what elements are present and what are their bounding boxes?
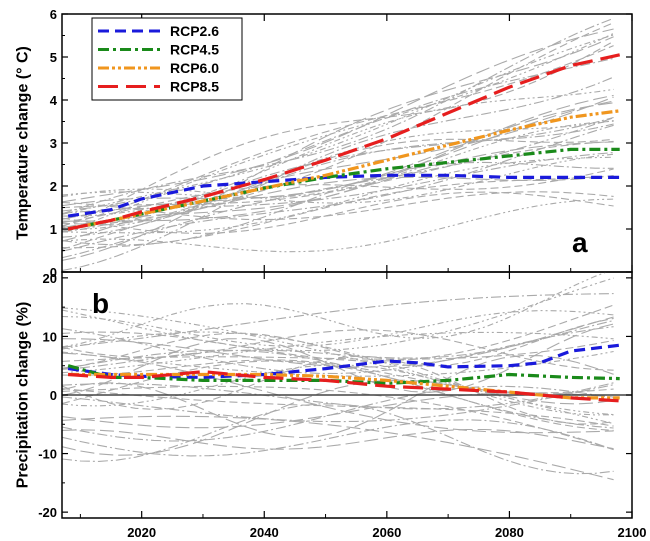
y-tick-label: 1 <box>50 222 57 237</box>
ensemble-line <box>62 385 614 442</box>
ensemble-line <box>62 387 614 427</box>
y-tick-label: 2 <box>50 179 57 194</box>
y-tick-label: -10 <box>38 447 57 462</box>
y-tick-label: 10 <box>43 329 57 344</box>
y-tick-label: 3 <box>50 136 57 151</box>
y-tick-label: 0 <box>50 388 57 403</box>
panel-b-precipitation: -20 -10 0 10 20 2020 2040 2060 2080 2100 Precipi… <box>15 271 647 540</box>
y-tick-label: 0 <box>50 265 57 280</box>
ensemble-line <box>62 403 614 475</box>
y-tick-label: 4 <box>50 93 58 108</box>
ensemble-line <box>62 339 614 362</box>
model-ensemble-lines-precipitation <box>62 272 614 481</box>
series-group-precipitation <box>67 343 620 403</box>
y-tick-label: 5 <box>50 50 57 65</box>
ensemble-line <box>62 326 614 375</box>
ensemble-line <box>62 323 614 396</box>
legend-label: RCP2.6 <box>170 23 219 39</box>
ensemble-line <box>62 117 614 259</box>
ensemble-line <box>62 191 614 221</box>
ensemble-line <box>62 198 614 253</box>
legend-label: RCP6.0 <box>170 60 219 76</box>
ensemble-line <box>62 120 614 231</box>
ensemble-line <box>62 415 614 481</box>
y-tick-label: 6 <box>50 7 57 22</box>
ensemble-line <box>62 156 614 234</box>
y-axis-precipitation: -20 -10 0 10 20 <box>38 271 632 520</box>
x-tick-label: 2040 <box>250 525 279 540</box>
series-line-rcp4-5 <box>67 147 620 231</box>
ensemble-line <box>62 379 614 456</box>
ensemble-line <box>62 385 614 451</box>
series-line-rcp2-6 <box>67 173 620 218</box>
x-tick-label: 2080 <box>495 525 524 540</box>
ensemble-line <box>62 138 614 225</box>
ensemble-line <box>62 392 614 429</box>
legend: RCP2.6 RCP4.5 RCP6.0 RCP8.5 <box>91 17 243 101</box>
ensemble-line <box>62 364 614 416</box>
ensemble-line <box>62 419 614 457</box>
y-axis-title-temperature: Temperature change (° C) <box>15 46 32 240</box>
y-tick-label: -20 <box>38 505 57 520</box>
x-tick-label: 2100 <box>618 525 647 540</box>
ensemble-line <box>62 428 614 450</box>
ensemble-line <box>62 40 614 228</box>
ensemble-line <box>62 102 614 207</box>
x-axis: 2020 2040 2060 2080 2100 <box>79 272 647 540</box>
series-line-rcp8-5 <box>67 370 620 403</box>
y-tick-label: 20 <box>43 271 57 286</box>
ensemble-line <box>62 293 614 348</box>
ensemble-line <box>62 307 614 425</box>
ensemble-line <box>62 310 614 347</box>
series-line-rcp8-5 <box>67 53 621 231</box>
ensemble-line <box>62 191 614 234</box>
panel-label-a: a <box>572 227 588 258</box>
series-group-temperature <box>67 53 621 231</box>
ensemble-line <box>62 175 614 249</box>
ensemble-line <box>62 329 614 371</box>
ensemble-line <box>62 94 614 229</box>
ensemble-line <box>62 141 614 222</box>
x-tick-label: 2020 <box>127 525 156 540</box>
ensemble-line <box>62 277 614 352</box>
ensemble-line <box>62 34 614 215</box>
ensemble-line <box>62 120 614 199</box>
ensemble-line <box>62 100 614 220</box>
ensemble-line <box>62 175 614 228</box>
ensemble-line <box>62 76 614 272</box>
ensemble-line <box>62 382 614 410</box>
x-axis-ticks-temperature <box>79 14 633 272</box>
panel-label-b: b <box>92 288 109 319</box>
ensemble-line <box>62 360 614 431</box>
series-line-rcp6-0 <box>67 109 620 231</box>
ensemble-line <box>62 28 614 203</box>
legend-label: RCP4.5 <box>170 42 219 58</box>
ensemble-line <box>62 153 614 204</box>
ensemble-line <box>62 17 614 215</box>
ensemble-line <box>62 304 614 362</box>
ensemble-line <box>62 36 614 261</box>
x-tick-label: 2060 <box>372 525 401 540</box>
ensemble-line <box>62 272 609 348</box>
ensemble-line <box>62 355 614 425</box>
ensemble-line <box>62 317 614 369</box>
ensemble-line <box>62 168 614 224</box>
legend-label: RCP8.5 <box>170 79 219 95</box>
ensemble-line <box>62 319 614 370</box>
y-axis-title-precipitation: Precipitation change (%) <box>15 302 32 489</box>
ensemble-line <box>62 123 614 238</box>
panel-a-temperature: 0 1 2 3 4 5 6 Temperature change (° C) a RCP2.… <box>15 7 633 280</box>
ensemble-line <box>62 140 614 209</box>
ensemble-line <box>62 355 614 439</box>
ensemble-line <box>62 88 614 217</box>
ensemble-line <box>62 384 614 423</box>
ensemble-line <box>62 331 614 374</box>
